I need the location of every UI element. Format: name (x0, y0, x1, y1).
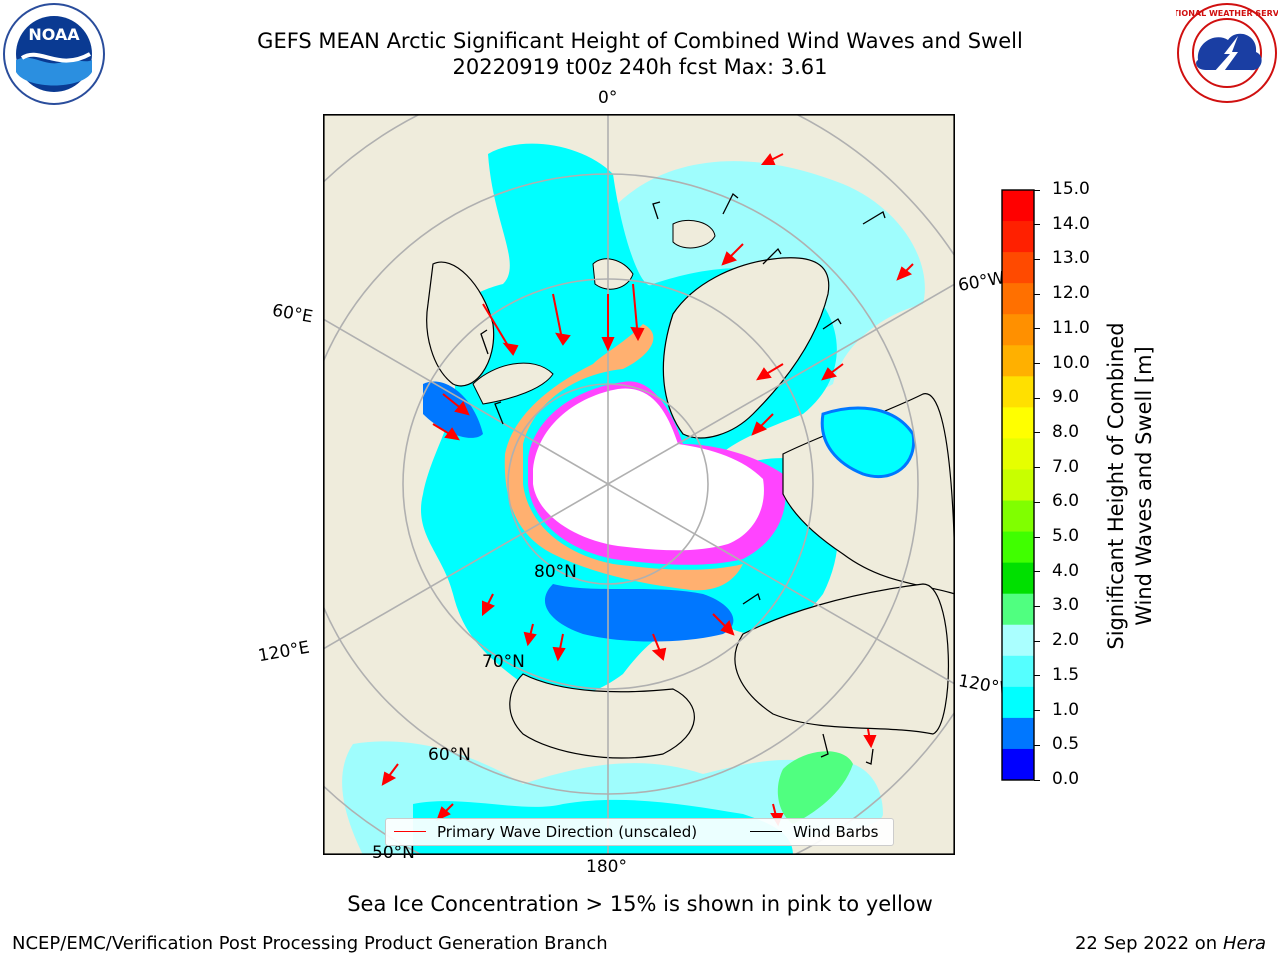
central-ice-region (533, 388, 764, 551)
colorbar (1001, 189, 1035, 781)
chart-subtitle: 20220919 t00z 240h fcst Max: 3.61 (452, 55, 828, 79)
colorbar-label: Significant Height of Combined Wind Wave… (1104, 322, 1156, 650)
colorbar-tick-label: 15.0 (1052, 179, 1090, 199)
colorbar-segment (1002, 469, 1034, 502)
lat-label-70n: 70°N (482, 652, 525, 672)
colorbar-tick-label: 6.0 (1052, 491, 1080, 512)
colorbar-tick-mark (1034, 293, 1040, 295)
footer-credit: NCEP/EMC/Verification Post Processing Pr… (12, 933, 608, 954)
colorbar-tick-label: 3.0 (1052, 595, 1080, 616)
footer-date: 22 Sep 2022 on Hera (1075, 933, 1266, 954)
iceland-land (672, 220, 716, 249)
colorbar-tick-mark (1034, 397, 1040, 399)
colorbar-tick-label: 7.0 (1052, 456, 1080, 477)
map-frame (323, 114, 955, 855)
colorbar-tick-label: 1.0 (1052, 699, 1080, 720)
colorbar-tick-label: 10.0 (1052, 352, 1090, 373)
svg-text:NATIONAL WEATHER SERVICE: NATIONAL WEATHER SERVICE (1176, 9, 1278, 18)
colorbar-segment (1002, 562, 1034, 595)
map-legend: Primary Wave Direction (unscaled) Wind B… (385, 818, 894, 846)
colorbar-segment (1002, 717, 1034, 750)
sea-ice-note: Sea Ice Concentration > 15% is shown in … (347, 892, 933, 916)
noaa-logo: NOAA (2, 2, 106, 110)
colorbar-tick-label: 5.0 (1052, 526, 1080, 547)
colorbar-segment (1002, 376, 1034, 408)
colorbar-segment (1002, 438, 1034, 470)
lon-label-180: 180° (586, 857, 627, 877)
svg-text:NOAA: NOAA (28, 25, 80, 44)
colorbar-tick-mark (1034, 189, 1040, 191)
svalbard-land (592, 258, 634, 290)
novaya-zemlya-land (472, 362, 554, 405)
footer-host: Hera (1222, 933, 1266, 954)
colorbar-segment (1002, 593, 1034, 626)
colorbar-tick-label: 1.5 (1052, 664, 1080, 685)
colorbar-tick-label: 8.0 (1052, 421, 1080, 442)
wind-barbs (480, 192, 886, 765)
colorbar-segment (1002, 686, 1034, 719)
hudson-bay (820, 406, 916, 479)
colorbar-segment (1002, 500, 1034, 533)
polar-map (323, 114, 955, 855)
colorbar-segment (1002, 655, 1034, 688)
colorbar-tick-mark (1034, 328, 1040, 330)
colorbar-segment (1002, 252, 1034, 284)
lat-label-80n: 80°N (534, 562, 577, 582)
colorbar-tick-mark (1034, 501, 1040, 503)
colorbar-tick-mark (1034, 258, 1040, 260)
colorbar-segment (1002, 283, 1034, 315)
colorbar-tick-label: 2.0 (1052, 630, 1080, 651)
colorbar-segment (1002, 624, 1034, 657)
colorbar-tick-mark (1034, 571, 1040, 573)
ocean-blue-band (423, 381, 483, 438)
colorbar-tick-label: 0.5 (1052, 734, 1080, 755)
colorbar-tick-label: 12.0 (1052, 283, 1090, 304)
chart-title: GEFS MEAN Arctic Significant Height of C… (257, 29, 1023, 53)
alaska-land (734, 583, 950, 735)
colorbar-tick-mark (1034, 675, 1040, 677)
colorbar-tick-mark (1034, 640, 1040, 642)
colorbar-segment (1002, 748, 1034, 781)
colorbar-segment (1002, 407, 1034, 439)
legend-wave-direction-label: Primary Wave Direction (unscaled) (437, 823, 698, 841)
graticule (323, 114, 955, 855)
legend-wind-barbs-label: Wind Barbs (793, 823, 879, 841)
ocean-blue-band-2 (544, 584, 734, 642)
colorbar-tick-label: 13.0 (1052, 248, 1090, 269)
colorbar-segment (1002, 314, 1034, 346)
lat-label-50n: 50°N (372, 843, 415, 863)
lon-label-0: 0° (598, 88, 618, 108)
colorbar-tick-mark (1034, 605, 1040, 607)
colorbar-tick-label: 9.0 (1052, 387, 1080, 408)
colorbar-frame (1001, 189, 1035, 781)
colorbar-tick-mark (1034, 536, 1040, 538)
colorbar-tick-mark (1034, 744, 1040, 746)
wave-direction-swatch (394, 831, 426, 832)
colorbar-tick-mark (1034, 710, 1040, 712)
colorbar-tick-mark (1034, 467, 1040, 469)
colorbar-tick-mark (1034, 779, 1040, 781)
colorbar-segment (1002, 531, 1034, 564)
colorbar-tick-mark (1034, 363, 1040, 365)
colorbar-tick-label: 0.0 (1052, 769, 1080, 789)
wind-barbs-swatch (750, 831, 782, 832)
lon-label-60e: 60°E (270, 300, 315, 328)
lon-label-120e: 120°E (256, 637, 312, 667)
scandinavia-land (426, 261, 495, 387)
colorbar-tick-mark (1034, 224, 1040, 226)
colorbar-tick-mark (1034, 432, 1040, 434)
lat-label-60n: 60°N (428, 745, 471, 765)
colorbar-segment (1002, 221, 1034, 253)
colorbar-segment (1002, 345, 1034, 377)
colorbar-tick-label: 11.0 (1052, 317, 1090, 338)
lon-label-60w: 60°W (956, 268, 1007, 296)
colorbar-tick-label: 14.0 (1052, 213, 1090, 234)
chukotka-land (509, 673, 695, 759)
high-wave-region (777, 751, 853, 824)
footer-date-text: 22 Sep 2022 on (1074, 933, 1218, 954)
colorbar-segment (1002, 190, 1034, 222)
colorbar-tick-label: 4.0 (1052, 560, 1080, 581)
nws-logo: NATIONAL WEATHER SERVICE (1161, 2, 1280, 108)
